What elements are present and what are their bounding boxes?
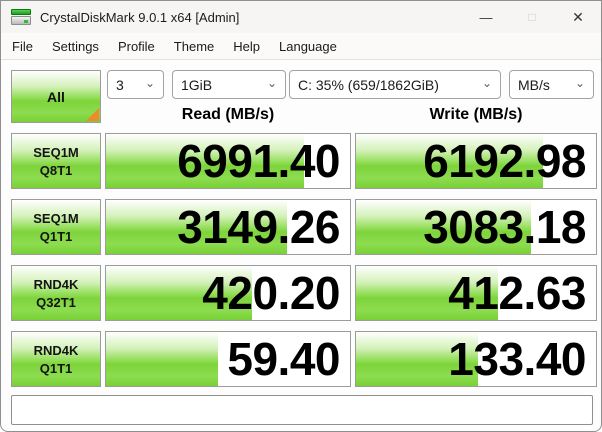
write-result-cell-rnd4k-q1t1: 133.40 (355, 331, 597, 387)
test-label-line1: SEQ1M (33, 144, 79, 160)
menu-profile[interactable]: Profile (117, 38, 155, 54)
menu-settings[interactable]: Settings (51, 38, 99, 54)
app-icon-disk-body (11, 15, 31, 25)
test-label-line1: RND4K (33, 276, 79, 292)
write-result-cell-rnd4k-q32t1: 412.63 (355, 265, 597, 321)
test-count-value: 3 (116, 76, 124, 93)
chevron-down-icon: ⌄ (266, 75, 277, 90)
result-bar (106, 332, 219, 386)
read-result-value: 6991.40 (177, 135, 340, 187)
write-result-cell-seq1m-q8t1: 6192.98 (355, 133, 597, 189)
minimize-button[interactable]: — (479, 9, 493, 25)
chevron-down-icon: ⌄ (574, 75, 585, 90)
read-result-cell-rnd4k-q32t1: 420.20 (105, 265, 351, 321)
result-bar (106, 266, 253, 320)
test-button-rnd4k-q32t1[interactable]: RND4K Q32T1 (11, 265, 101, 321)
app-icon-disk-top (11, 8, 31, 15)
app-icon-led (24, 19, 28, 23)
write-result-value: 133.40 (448, 333, 586, 385)
menubar: File Settings Profile Theme Help Languag… (1, 33, 601, 60)
window-controls: — □ ✕ (463, 1, 601, 33)
test-button-seq1m-q8t1[interactable]: SEQ1M Q8T1 (11, 133, 101, 189)
unit-select[interactable]: MB/s ⌄ (509, 70, 594, 99)
test-size-select[interactable]: 1GiB ⌄ (172, 70, 286, 99)
menu-theme[interactable]: Theme (173, 38, 215, 54)
result-bar (106, 200, 287, 254)
read-result-value: 3149.26 (177, 201, 340, 253)
result-bar (106, 134, 304, 188)
test-button-seq1m-q1t1[interactable]: SEQ1M Q1T1 (11, 199, 101, 255)
read-result-value: 59.40 (227, 333, 340, 385)
test-label-line2: Q1T1 (39, 228, 73, 244)
maximize-button: □ (528, 10, 536, 24)
result-bar (356, 200, 532, 254)
app-icon (11, 8, 31, 26)
window-title: CrystalDiskMark 9.0.1 x64 [Admin] (40, 9, 240, 25)
result-bar (356, 134, 544, 188)
titlebar: CrystalDiskMark 9.0.1 x64 [Admin] — □ ✕ (1, 1, 601, 33)
test-label-line2: Q32T1 (36, 294, 76, 310)
menu-help[interactable]: Help (233, 38, 261, 54)
read-result-cell-seq1m-q8t1: 6991.40 (105, 133, 351, 189)
test-label-line2: Q8T1 (39, 162, 73, 178)
write-result-cell-seq1m-q1t1: 3083.18 (355, 199, 597, 255)
write-result-value: 6192.98 (423, 135, 586, 187)
target-drive-select[interactable]: C: 35% (659/1862GiB) ⌄ (289, 70, 501, 99)
read-result-cell-seq1m-q1t1: 3149.26 (105, 199, 351, 255)
menu-language[interactable]: Language (279, 38, 337, 54)
chevron-down-icon: ⌄ (144, 75, 155, 90)
unit-value: MB/s (518, 76, 550, 93)
test-label-line2: Q1T1 (39, 360, 73, 376)
read-result-value: 420.20 (202, 267, 340, 319)
test-button-rnd4k-q1t1[interactable]: RND4K Q1T1 (11, 331, 101, 387)
result-bar (356, 332, 479, 386)
read-column-header: Read (MB/s) (181, 106, 275, 123)
all-button-corner-badge (86, 108, 99, 121)
all-tests-button[interactable]: All (11, 70, 101, 123)
menu-file[interactable]: File (12, 38, 33, 54)
test-count-select[interactable]: 3 ⌄ (107, 70, 164, 99)
write-column-header: Write (MB/s) (429, 106, 523, 123)
all-tests-button-label: All (47, 88, 65, 105)
comment-input[interactable] (11, 395, 593, 425)
close-button[interactable]: ✕ (572, 8, 584, 25)
read-result-cell-rnd4k-q1t1: 59.40 (105, 331, 351, 387)
write-result-value: 412.63 (448, 267, 586, 319)
target-drive-value: C: 35% (659/1862GiB) (298, 76, 439, 93)
chevron-down-icon: ⌄ (481, 75, 492, 90)
result-bar (356, 266, 498, 320)
test-label-line1: RND4K (33, 342, 79, 358)
test-label-line1: SEQ1M (33, 210, 79, 226)
write-result-value: 3083.18 (423, 201, 586, 253)
test-size-value: 1GiB (181, 76, 213, 93)
